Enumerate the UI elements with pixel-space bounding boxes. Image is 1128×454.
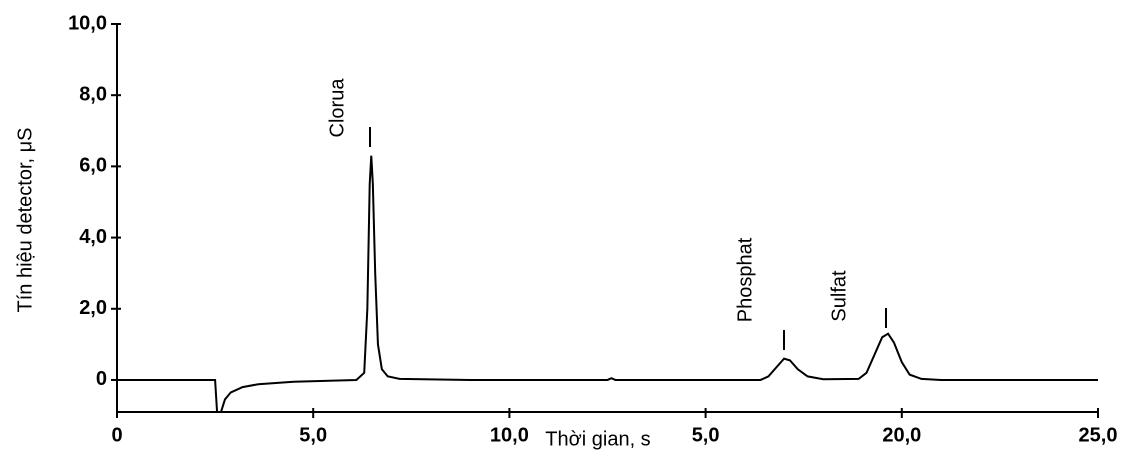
y-tick-label: 10,0 <box>68 12 107 34</box>
y-tick-label: 4,0 <box>79 226 107 248</box>
x-tick-label: 5,0 <box>299 424 327 446</box>
x-tick-label: 25,0 <box>1079 424 1118 446</box>
y-axis-title: Tín hiệu detector, μS <box>14 128 36 313</box>
y-tick-label: 2,0 <box>79 297 107 319</box>
x-tick-label: 0 <box>111 424 122 446</box>
y-tick-label: 0 <box>96 368 107 390</box>
peak-label: Sulfat <box>828 270 850 322</box>
peak-label: Clorua <box>326 78 348 138</box>
peak-label: Phosphat <box>734 237 756 322</box>
y-tick-label: 6,0 <box>79 155 107 177</box>
x-tick-label: 10,0 <box>490 424 529 446</box>
y-tick-label: 8,0 <box>79 83 107 105</box>
x-tick-label: 5,0 <box>692 424 720 446</box>
x-axis-title: Thời gian, s <box>545 428 650 450</box>
signal-line <box>117 155 1098 413</box>
x-tick-label: 20,0 <box>882 424 921 446</box>
